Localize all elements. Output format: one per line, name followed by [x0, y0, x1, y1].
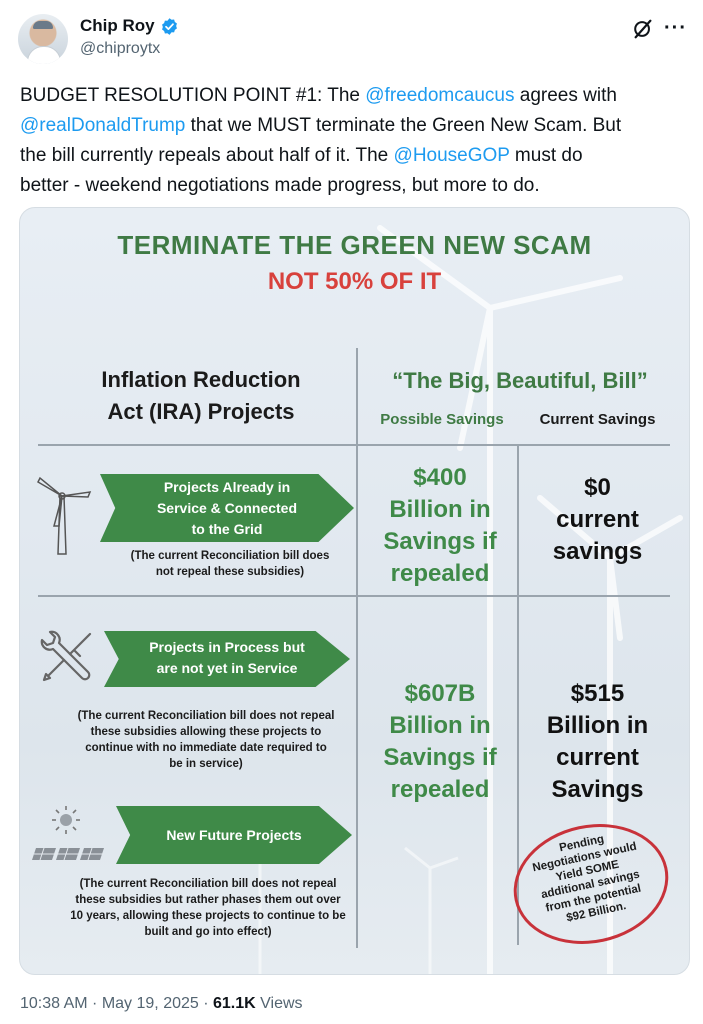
separator-dot: · — [87, 995, 102, 1012]
tweet-text-segment: better - weekend negotiations made progr… — [20, 175, 540, 196]
row1-note: (The current Reconciliation bill does no… — [80, 548, 380, 580]
value-line: current — [556, 744, 639, 771]
note-line: continue with no immediate date required… — [85, 742, 327, 754]
note-line: not repeal these subsidies) — [155, 566, 305, 578]
divider — [356, 348, 358, 948]
grok-icon[interactable] — [632, 18, 654, 40]
row1-current-savings: $0 current savings — [525, 472, 670, 568]
current-savings-header: Current Savings — [539, 411, 656, 428]
mention-link-housegop[interactable]: @HouseGOP — [393, 145, 510, 166]
mention-link-freedomcaucus[interactable]: @freedomcaucus — [365, 85, 515, 106]
value-line: Savings — [551, 776, 644, 803]
tweet-meta: 10:38 AM · May 19, 2025 · 61.1K Views — [20, 995, 303, 1013]
value-line: Billion in — [546, 712, 649, 739]
tweet-text-segment: must do — [509, 145, 583, 166]
divider — [38, 444, 670, 446]
value-line: $607B — [404, 680, 476, 707]
row2-current-savings: $515 Billion in current Savings — [525, 678, 670, 806]
graphic-title: TERMINATE THE GREEN NEW SCAM — [117, 230, 592, 260]
arrow-line: to the Grid — [191, 521, 263, 537]
arrow-line: Projects Already in — [163, 479, 291, 495]
note-line: built and go into effect) — [144, 926, 272, 938]
wind-turbine-background — [229, 225, 683, 974]
author-name[interactable]: Chip Roy — [80, 16, 155, 35]
tweet-text-segment: BUDGET RESOLUTION POINT #1: The — [20, 85, 366, 106]
more-options-icon[interactable]: ··· — [664, 17, 687, 39]
value-line: Savings if — [383, 528, 497, 555]
divider — [517, 445, 519, 945]
note-line: these subsidies but rather phases them o… — [75, 894, 341, 906]
divider — [38, 595, 670, 597]
header-line: Act (IRA) Projects — [107, 399, 295, 424]
projects-in-process-arrow: Projects in Process but are not yet in S… — [104, 631, 350, 687]
row1-possible-savings: $400 Billion in Savings if repealed — [365, 462, 515, 590]
tweet-date[interactable]: May 19, 2025 — [101, 995, 199, 1012]
value-line: $0 — [584, 474, 611, 501]
author-handle[interactable]: @chiproytx — [80, 40, 161, 57]
note-line: 10 years, allowing these projects to con… — [70, 910, 346, 922]
avatar[interactable] — [18, 14, 68, 64]
possible-savings-header: Possible Savings — [380, 411, 504, 428]
row2-note: (The current Reconciliation bill does no… — [60, 708, 352, 772]
separator-dot: · — [198, 995, 213, 1012]
views-count: 61.1K — [213, 995, 256, 1012]
mention-link-realdonaldtrump[interactable]: @realDonaldTrump — [20, 115, 186, 136]
big-beautiful-bill-header: “The Big, Beautiful, Bill” — [392, 368, 648, 393]
arrow-line: Projects in Process but — [149, 639, 305, 655]
note-line: these subsidies allowing these projects … — [90, 726, 322, 738]
arrow-line: are not yet in Service — [156, 660, 298, 676]
value-line: Billion in — [389, 496, 491, 523]
new-future-projects-arrow: New Future Projects — [116, 806, 352, 864]
arrow-line: Service & Connected — [156, 500, 298, 516]
note-line: (The current Reconciliation bill does no… — [77, 710, 335, 722]
tweet-image[interactable]: TERMINATE THE GREEN NEW SCAM NOT 50% OF … — [19, 207, 690, 975]
tweet-text-segment: the bill currently repeals about half of… — [20, 145, 394, 166]
value-line: $515 — [570, 680, 625, 707]
value-line: Billion in — [389, 712, 491, 739]
solar-panel-icon — [32, 806, 104, 861]
projects-in-service-arrow: Projects Already in Service & Connected … — [100, 474, 354, 542]
verified-badge-icon — [162, 18, 177, 35]
value-line: repealed — [390, 560, 490, 587]
header-line: Inflation Reduction — [101, 367, 301, 392]
wind-turbine-icon — [37, 476, 92, 555]
note-line: (The current Reconciliation bill does — [130, 550, 330, 562]
row2-possible-savings: $607B Billion in Savings if repealed — [365, 678, 515, 806]
note-line: be in service) — [169, 758, 243, 770]
value-line: $400 — [413, 464, 467, 491]
row3-note: (The current Reconciliation bill does no… — [60, 876, 356, 940]
note-line: (The current Reconciliation bill does no… — [79, 878, 337, 890]
arrow-line: New Future Projects — [166, 827, 302, 843]
tools-icon — [40, 630, 92, 682]
tweet-text-segment: agrees with — [514, 85, 617, 106]
tweet-text-segment: that we MUST terminate the Green New Sca… — [185, 115, 622, 136]
graphic-subtitle: NOT 50% OF IT — [267, 268, 442, 295]
value-line: current — [556, 506, 639, 533]
value-line: repealed — [390, 776, 490, 803]
value-line: Savings if — [383, 744, 497, 771]
views-label: Views — [255, 995, 303, 1012]
value-line: savings — [552, 538, 643, 565]
tweet-time[interactable]: 10:38 AM — [20, 995, 88, 1012]
ira-projects-header: Inflation Reduction Act (IRA) Projects — [56, 364, 346, 428]
